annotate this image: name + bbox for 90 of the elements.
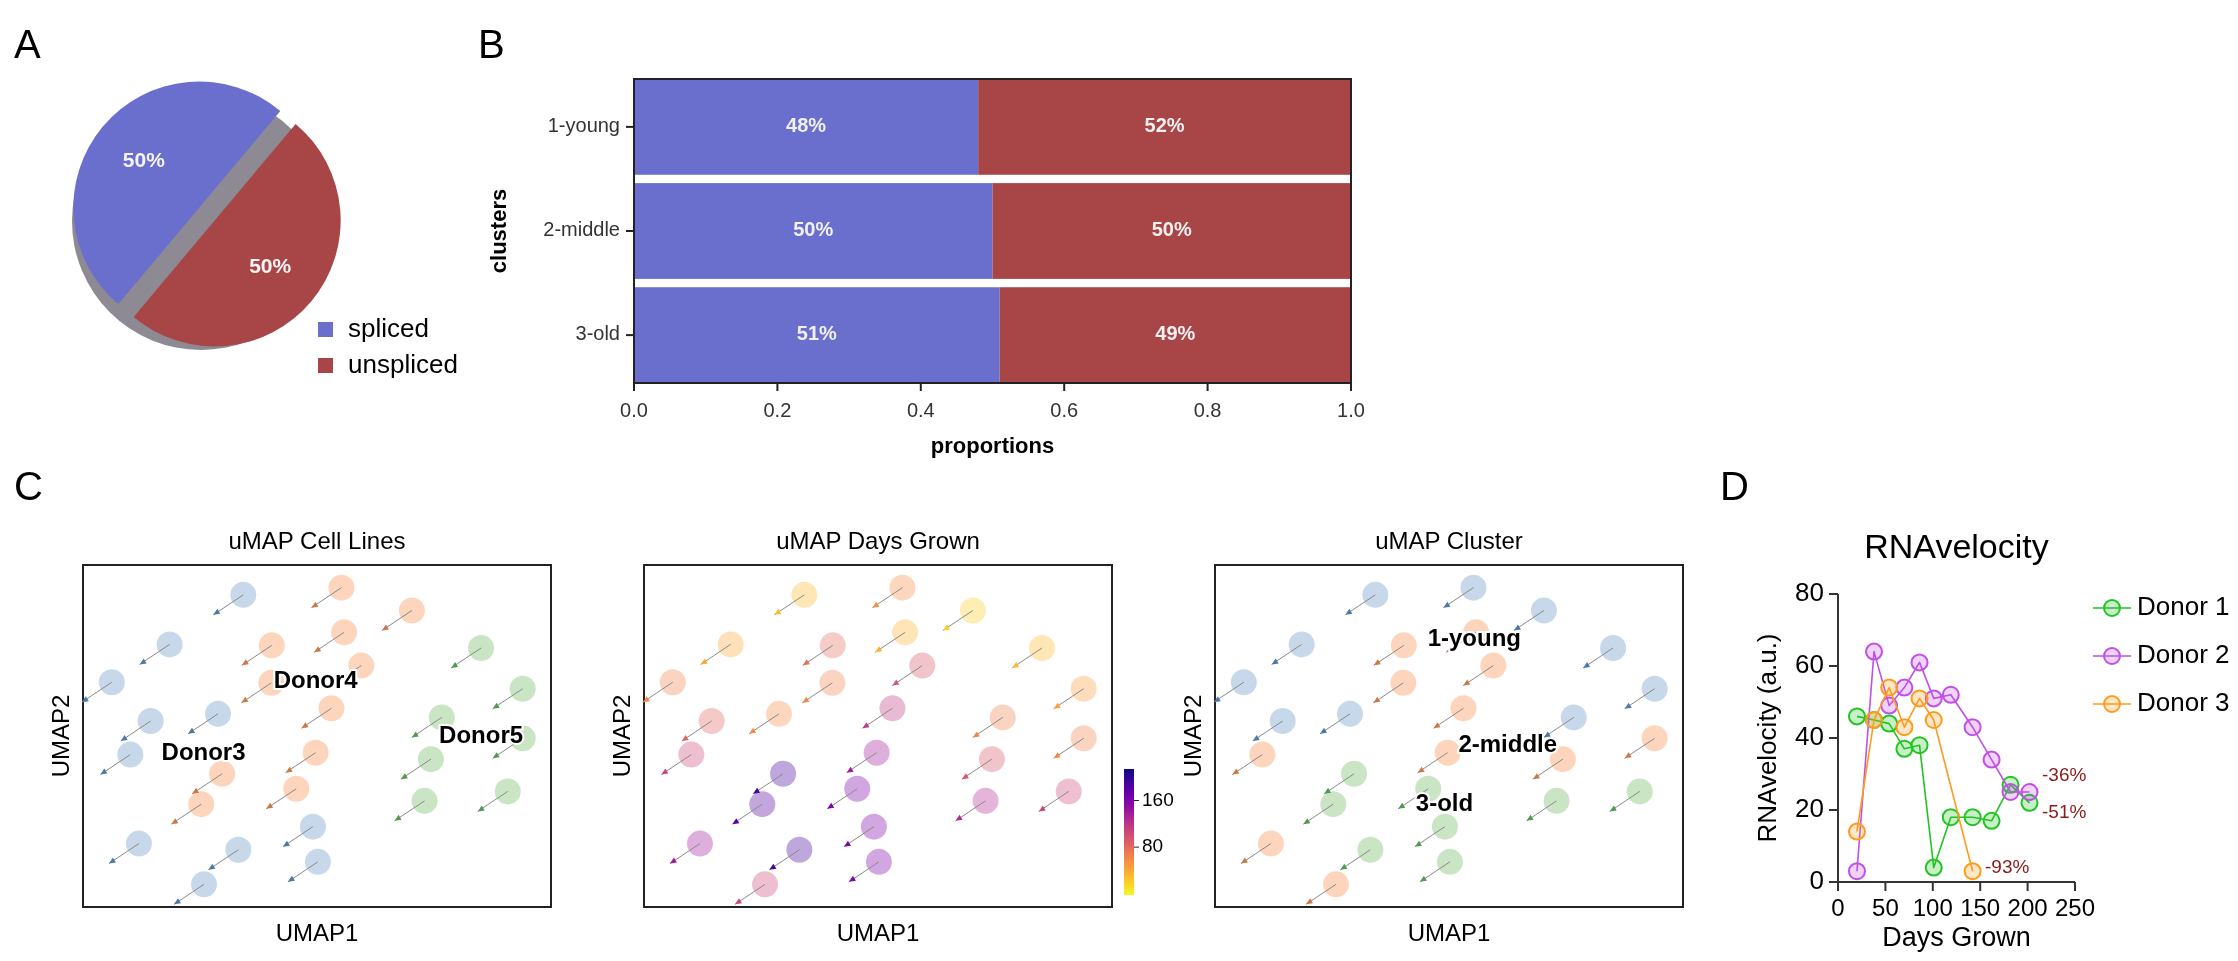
annotation: -93% xyxy=(1985,856,2030,878)
data-label: 51% xyxy=(796,322,838,345)
text: UMAP2 xyxy=(47,694,74,778)
text: UMAP2 xyxy=(1179,694,1206,778)
x-tick-label: 0.6 xyxy=(1050,399,1079,421)
text: uMAP Days Grown xyxy=(776,527,980,554)
point xyxy=(1910,653,1929,672)
x-tick-label: 0.0 xyxy=(620,399,648,421)
data-label: 50% xyxy=(1151,218,1192,241)
text: 160 xyxy=(1142,788,1174,810)
text: UMAP1 xyxy=(275,919,359,946)
text: UMAP1 xyxy=(1407,919,1491,946)
text: C xyxy=(14,464,43,508)
point xyxy=(1880,678,1899,697)
x-tick-label: 250 xyxy=(2054,894,2096,921)
x-tick-label: 0.2 xyxy=(763,399,792,421)
y-axis-title: clusters xyxy=(486,188,511,274)
text: B xyxy=(478,22,505,66)
point xyxy=(1910,736,1929,755)
point xyxy=(2001,783,2020,801)
text: Donor4 xyxy=(273,665,359,693)
x-tick-label: 100 xyxy=(1912,894,1953,921)
x-axis-title: proportions xyxy=(930,433,1055,458)
text: Donor3 xyxy=(161,737,246,765)
point xyxy=(1910,689,1929,708)
x-tick-label: 200 xyxy=(2007,894,2048,921)
point xyxy=(1924,711,1943,729)
y-tick-label: 1-young xyxy=(547,114,620,137)
annotation: -51% xyxy=(2042,801,2087,823)
bar xyxy=(999,287,1351,383)
y-tick-label: 0 xyxy=(1809,864,1824,895)
text: 80 xyxy=(1142,835,1164,857)
data-label: 49% xyxy=(1155,322,1196,345)
x-tick-label: 0 xyxy=(1831,894,1845,921)
x-tick-label: 150 xyxy=(1960,894,2001,921)
bar xyxy=(634,183,993,279)
point xyxy=(1895,718,1914,737)
x-tick-label: 1.0 xyxy=(1337,399,1365,421)
bar xyxy=(634,287,1000,383)
point xyxy=(1847,822,1866,841)
bar xyxy=(992,183,1351,279)
y-tick-label: 20 xyxy=(1795,792,1824,823)
data-label: 50% xyxy=(122,147,166,171)
y-axis-title: RNAvelocity (a.u.) xyxy=(1752,633,1782,843)
legend-label: Donor 2 xyxy=(2137,638,2230,669)
bar xyxy=(978,79,1351,175)
point xyxy=(1924,858,1943,877)
point xyxy=(1982,750,2001,769)
point xyxy=(1847,707,1866,726)
point xyxy=(1963,862,1982,881)
text: 2-middle xyxy=(1458,730,1558,758)
legend-label: Donor 3 xyxy=(2137,686,2230,717)
chart-title: RNAvelocity xyxy=(1864,527,2049,565)
y-tick-label: 2-middle xyxy=(543,218,620,241)
point xyxy=(1963,808,1982,827)
text: Donor5 xyxy=(439,721,524,749)
text: A xyxy=(14,22,41,66)
text: uMAP Cluster xyxy=(1375,527,1523,554)
text: D xyxy=(1720,464,1749,508)
data-label: 48% xyxy=(786,114,827,137)
y-tick-label: 3-old xyxy=(575,322,620,345)
text: 3-old xyxy=(1415,788,1474,816)
x-tick-label: 0.4 xyxy=(906,399,935,421)
x-tick-label: 50 xyxy=(1872,894,1899,921)
point xyxy=(1982,811,2001,830)
point xyxy=(1941,808,1960,827)
text: 1-young xyxy=(1427,624,1521,652)
legend-label: unspliced xyxy=(348,348,458,379)
data-label: 50% xyxy=(793,218,834,241)
legend-label: spliced xyxy=(348,312,429,343)
bar xyxy=(634,79,979,175)
point xyxy=(1895,678,1914,697)
data-label: 50% xyxy=(249,253,292,277)
y-tick-label: 40 xyxy=(1795,720,1824,751)
point xyxy=(1847,862,1866,881)
text: uMAP Cell Lines xyxy=(228,527,406,554)
y-tick-label: 60 xyxy=(1795,648,1824,679)
text: UMAP1 xyxy=(836,919,920,946)
y-tick-label: 80 xyxy=(1795,576,1824,607)
point xyxy=(1895,739,1914,758)
point xyxy=(1963,718,1982,737)
annotation: -36% xyxy=(2042,764,2087,786)
point xyxy=(2020,783,2039,801)
x-axis-title: Days Grown xyxy=(1882,922,2031,952)
point xyxy=(1865,642,1884,661)
text: UMAP2 xyxy=(608,694,635,778)
x-tick-label: 0.8 xyxy=(1193,399,1222,421)
data-label: 52% xyxy=(1144,114,1185,137)
point xyxy=(1941,685,1960,704)
legend-label: Donor 1 xyxy=(2137,590,2230,621)
